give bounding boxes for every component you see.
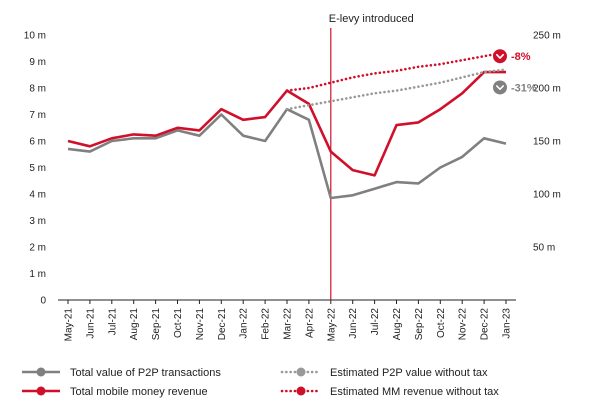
chevron-down-icon xyxy=(496,53,504,59)
y-right-tick-label: 100 m xyxy=(533,190,561,201)
y-left-tick-label: 1 m xyxy=(29,269,46,280)
y-left-tick-label: 5 m xyxy=(29,163,46,174)
legend-marker-3 xyxy=(296,367,306,377)
x-tick-label: Mar-22 xyxy=(283,308,294,340)
mm-drop-badge xyxy=(493,49,507,64)
x-tick-label: Nov-21 xyxy=(195,308,206,341)
x-tick-label: Dec-22 xyxy=(480,308,491,341)
x-tick-label: Nov-22 xyxy=(458,308,469,341)
x-tick-label: Sep-21 xyxy=(151,308,162,341)
x-tick-label: Jul-22 xyxy=(370,308,381,336)
x-tick-label: Oct-21 xyxy=(173,308,184,338)
series-line-4 xyxy=(285,50,508,92)
legend-label-3: Estimated P2P value without tax xyxy=(330,367,488,379)
y-right-tick-label: 200 m xyxy=(533,84,561,95)
x-tick-label: Sep-22 xyxy=(414,308,425,341)
x-tick-label: Jul-21 xyxy=(107,308,118,336)
mm-drop-label: -8% xyxy=(511,51,531,63)
x-tick-label: May-21 xyxy=(64,308,75,342)
legend-marker-1 xyxy=(36,367,46,377)
legend-marker-4 xyxy=(296,386,306,396)
y-left-tick-label: 0 xyxy=(40,296,46,307)
y-left-tick-label: 10 m xyxy=(24,31,46,42)
series-line-1 xyxy=(67,107,507,200)
series-line-3 xyxy=(285,68,508,111)
e-levy-label: E-levy introduced xyxy=(329,13,414,25)
y-right-tick-label: 250 m xyxy=(533,31,561,42)
x-tick-label: May-22 xyxy=(326,308,337,342)
x-tick-label: Jan-23 xyxy=(502,308,513,339)
x-tick-label: Apr-22 xyxy=(304,308,315,338)
p2p-drop-badge xyxy=(493,80,507,95)
y-left-tick-label: 9 m xyxy=(29,57,46,68)
y-left-tick-label: 3 m xyxy=(29,216,46,227)
y-left-tick-label: 6 m xyxy=(29,137,46,148)
x-tick-label: Jun-22 xyxy=(348,308,359,339)
series-line-2 xyxy=(67,70,506,177)
y-left-tick-label: 7 m xyxy=(29,110,46,121)
legend-label-1: Total value of P2P transactions xyxy=(70,367,221,379)
legend-label-4: Estimated MM revenue without tax xyxy=(330,386,499,398)
y-right-tick-label: 150 m xyxy=(533,137,561,148)
p2p-drop-label: -31% xyxy=(511,82,537,94)
y-left-tick-label: 2 m xyxy=(29,243,46,254)
y-right-tick-label: 50 m xyxy=(533,243,555,254)
x-tick-label: Aug-22 xyxy=(392,308,403,341)
x-tick-label: Aug-21 xyxy=(129,308,140,341)
y-left-tick-label: 8 m xyxy=(29,84,46,95)
y-left-tick-label: 4 m xyxy=(29,190,46,201)
x-tick-label: Oct-22 xyxy=(436,308,447,338)
legend-label-2: Total mobile money revenue xyxy=(70,386,208,398)
x-tick-label: Dec-21 xyxy=(217,308,228,341)
x-tick-label: Jan-22 xyxy=(239,308,250,339)
legend-marker-2 xyxy=(36,386,46,396)
x-tick-label: Jun-21 xyxy=(85,308,96,339)
chevron-down-icon xyxy=(496,85,504,91)
x-tick-label: Feb-22 xyxy=(261,308,272,340)
